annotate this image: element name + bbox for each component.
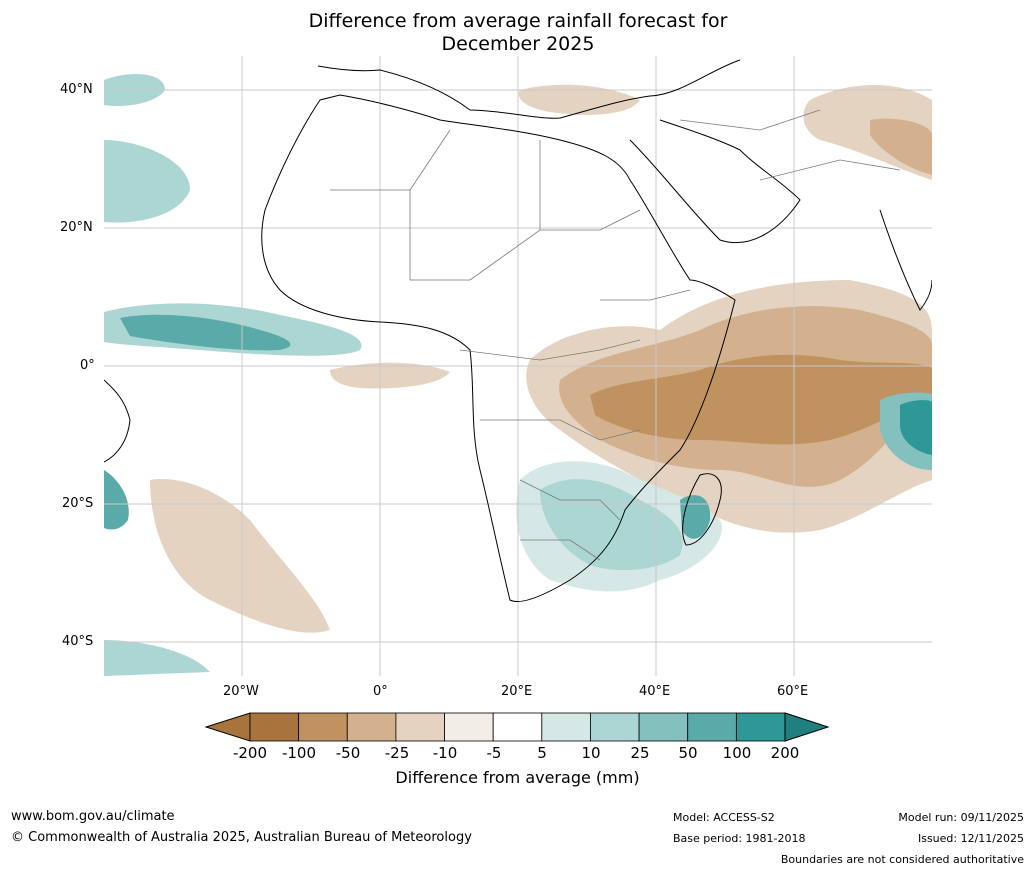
dry-anomaly-gulf-of-guinea	[330, 362, 450, 389]
colorbar-low-extension	[204, 712, 251, 742]
wet-anomaly-south-ocean	[104, 640, 210, 676]
wet-anomaly-southern-africa-core	[540, 479, 683, 571]
lon-label-20e: 20°E	[501, 684, 533, 699]
colorbar-tick: -50	[335, 744, 361, 762]
colorbar-tick: 50	[678, 744, 698, 762]
colorbar-tick: -100	[281, 744, 317, 762]
wet-anomaly-madagascar	[680, 495, 711, 539]
dry-anomaly-mediterranean	[518, 84, 640, 115]
wet-anomaly-north-atlantic	[104, 140, 190, 223]
lat-label-40s: 40°S	[62, 634, 94, 649]
footer-model-run: Model run: 09/11/2025	[898, 811, 1024, 824]
africa-coastline	[261, 94, 736, 603]
wet-anomaly-indian-ocean-core	[900, 400, 932, 455]
dry-anomaly-middle-east-core	[870, 118, 932, 175]
title-line-2: December 2025	[441, 33, 595, 55]
colorbar-tick: -5	[486, 744, 502, 762]
lon-label-20w: 20°W	[223, 684, 259, 699]
dry-anomaly-south-atlantic	[150, 479, 330, 633]
lat-label-20n: 20°N	[60, 220, 93, 235]
colorbar	[204, 712, 830, 742]
colorbar-cell	[541, 712, 591, 742]
colorbar-cell	[687, 712, 737, 742]
colorbar-cell	[735, 712, 786, 742]
wet-anomaly-southwest-atlantic	[104, 470, 129, 530]
colorbar-cell	[249, 712, 300, 742]
colorbar-title: Difference from average (mm)	[395, 768, 640, 787]
colorbar-cell	[346, 712, 397, 742]
colorbar-cell	[395, 712, 445, 742]
lat-label-0: 0°	[80, 358, 95, 373]
colorbar-cell	[444, 712, 494, 742]
colorbar-tick: 10	[581, 744, 601, 762]
colorbar-tick: -10	[432, 744, 458, 762]
colorbar-tick: -25	[384, 744, 410, 762]
footer-boundaries: Boundaries are not considered authoritat…	[780, 853, 1024, 866]
title-line-1: Difference from average rainfall forecas…	[308, 10, 728, 32]
colorbar-cell	[638, 712, 689, 742]
colorbar-tick: 200	[770, 744, 800, 762]
colorbar-tick: -200	[232, 744, 268, 762]
footer-base-period: Base period: 1981-2018	[673, 832, 806, 845]
south-america-coastline	[104, 379, 131, 463]
colorbar-tick: 100	[722, 744, 752, 762]
footer-copyright: © Commonwealth of Australia 2025, Austra…	[11, 830, 472, 845]
lat-label-20s: 20°S	[62, 496, 94, 511]
footer-url[interactable]: www.bom.gov.au/climate	[11, 809, 175, 824]
colorbar-tick: 5	[537, 744, 547, 762]
country-borders	[330, 109, 901, 561]
footer-issued: Issued: 12/11/2025	[917, 832, 1024, 845]
gridlines	[104, 56, 932, 676]
europe-coastline	[317, 59, 741, 119]
footer-model: Model: ACCESS-S2	[673, 811, 775, 824]
chart-title: Difference from average rainfall forecas…	[0, 10, 1035, 56]
colorbar-cell	[590, 712, 640, 742]
lon-label-0: 0°	[373, 684, 388, 699]
lon-label-60e: 60°E	[777, 684, 809, 699]
madagascar-coastline	[682, 473, 722, 546]
dry-anomaly-east-africa-strong	[590, 354, 932, 445]
colorbar-cell	[298, 712, 348, 742]
colorbar-tick: 25	[630, 744, 650, 762]
lon-label-40e: 40°E	[639, 684, 671, 699]
arabia-coastline	[629, 119, 801, 244]
lat-label-40n: 40°N	[60, 82, 93, 97]
india-coastline	[879, 209, 932, 311]
wet-anomaly-atlantic-core	[120, 314, 291, 351]
colorbar-high-extension	[784, 712, 830, 742]
colorbar-cell	[492, 712, 543, 742]
